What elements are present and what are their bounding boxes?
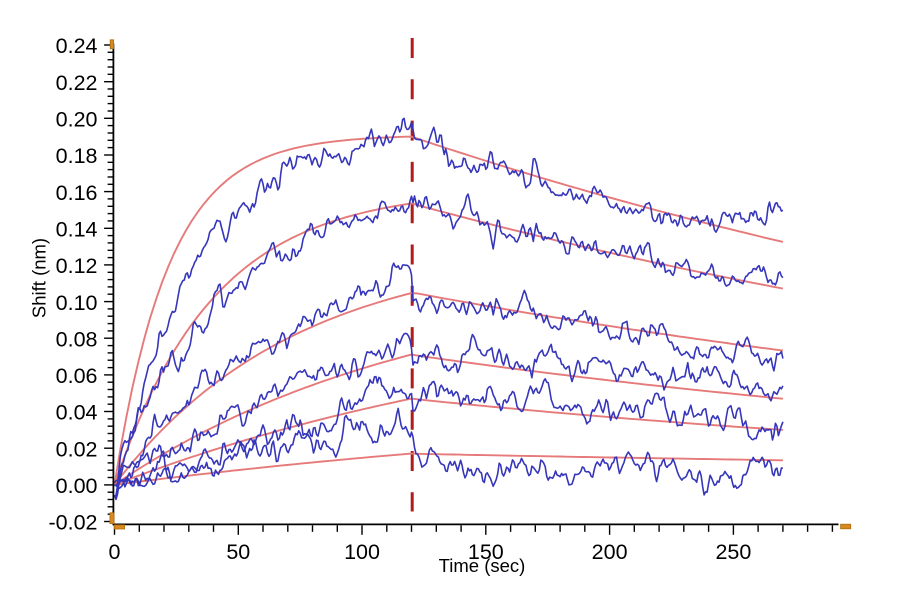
svg-text:0.22: 0.22 [56,71,98,95]
svg-text:Time (sec): Time (sec) [439,555,526,576]
svg-text:250: 250 [715,540,751,564]
svg-text:200: 200 [592,540,628,564]
svg-text:0: 0 [109,540,121,564]
svg-text:150: 150 [468,540,504,564]
svg-text:0.18: 0.18 [56,144,98,168]
svg-text:0.04: 0.04 [56,401,98,425]
svg-text:0.12: 0.12 [56,254,98,278]
svg-text:0.14: 0.14 [56,218,98,242]
svg-text:0.10: 0.10 [56,291,98,315]
svg-text:Shift (nm): Shift (nm) [29,238,50,318]
svg-text:-0.02: -0.02 [48,511,97,535]
svg-text:0.00: 0.00 [56,474,98,498]
svg-text:0.20: 0.20 [56,108,98,132]
svg-text:50: 50 [226,540,250,564]
svg-text:0.06: 0.06 [56,364,98,388]
svg-text:100: 100 [344,540,380,564]
svg-text:0.24: 0.24 [56,34,98,58]
svg-text:0.16: 0.16 [56,181,98,205]
svg-text:0.08: 0.08 [56,327,98,351]
svg-text:0.02: 0.02 [56,437,98,461]
